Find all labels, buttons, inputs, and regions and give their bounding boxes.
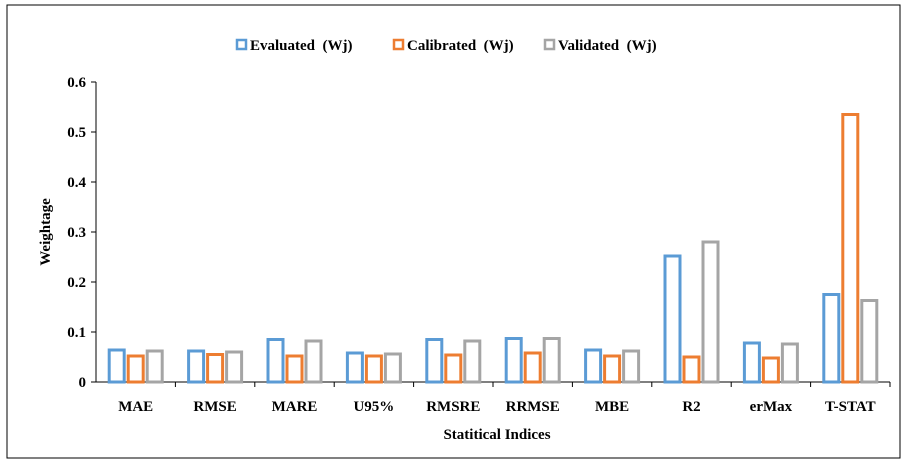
x-tick-label: MBE [595,399,629,415]
bar-rmse-series-1 [187,349,206,384]
bar-t-stat-series-3 [860,299,879,384]
y-tick-label: 0 [79,375,87,391]
x-tick-label: MAE [118,399,153,415]
bar-u95--series-1 [345,351,364,384]
y-tick-label: 0.5 [67,125,86,141]
bar-mare-series-3 [304,339,323,384]
y-tick-label: 0.4 [67,175,86,191]
bar-ermax-series-2 [761,356,780,384]
chart-border [6,4,901,459]
bar-rmsre-series-1 [425,338,444,384]
x-tick-label: RRMSE [506,399,560,415]
x-tick-label: MARE [272,399,318,415]
bar-mbe-series-2 [603,354,622,384]
bar-rmse-series-3 [225,350,244,384]
legend-label-series-3: Validated (Wj) [558,38,657,54]
x-axis-title: Statitical Indices [443,427,550,443]
legend-label-series-1: Evaluated (Wj) [250,38,353,54]
bar-ermax-series-3 [780,342,799,384]
legend: Evaluated (Wj) Calibrated (Wj) Validated (… [235,38,657,54]
bar-rmsre-series-2 [444,353,463,384]
x-tick-label: RMSRE [426,399,480,415]
bar-rrmse-series-3 [542,337,561,384]
y-axis-title: Weightage [38,198,54,266]
bar-u95--series-2 [364,354,383,384]
x-tick-label: T-STAT [825,399,876,415]
bar-mare-series-2 [285,354,304,384]
legend-swatch-series-2 [392,38,405,51]
bar-mae-series-2 [126,354,145,384]
bar-r2-series-3 [701,240,720,384]
x-tick-label: U95% [353,399,394,415]
legend-label-series-2: Calibrated (Wj) [407,38,514,54]
bar-rrmse-series-1 [504,337,523,384]
y-tick-label: 0.6 [67,75,86,91]
bar-mbe-series-3 [622,349,641,384]
bar-mare-series-1 [266,338,285,384]
x-tick-label: R2 [682,399,700,415]
bar-r2-series-2 [682,355,701,384]
bar-t-stat-series-2 [841,113,860,384]
bar-r2-series-1 [663,254,682,384]
bar-t-stat-series-1 [822,293,841,384]
bar-rrmse-series-2 [523,351,542,384]
y-tick-label: 0.2 [67,275,86,291]
legend-swatch-series-1 [235,38,248,51]
bar-rmsre-series-3 [463,339,482,384]
legend-swatch-series-3 [543,38,556,51]
x-tick-label: erMax [750,399,793,415]
y-tick-label: 0.3 [67,225,86,241]
plot-area: 0 0.1 0.2 0.3 0.4 0.5 0.6 MAE RMSE MARE U95% RMSRE R… [67,75,891,415]
bar-ermax-series-1 [742,341,761,384]
bar-mbe-series-1 [584,348,603,384]
y-tick-label: 0.1 [67,325,86,341]
bar-u95--series-3 [383,352,402,384]
bar-mae-series-3 [145,349,164,384]
bar-mae-series-1 [107,348,126,384]
bar-rmse-series-2 [206,353,225,384]
x-tick-label: RMSE [193,399,236,415]
